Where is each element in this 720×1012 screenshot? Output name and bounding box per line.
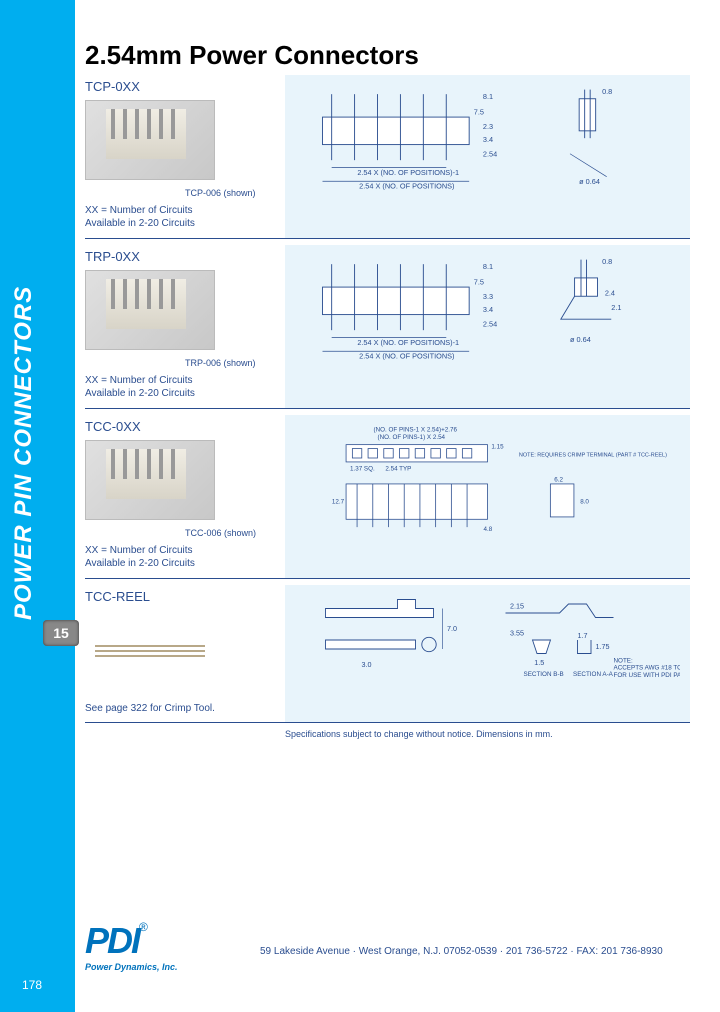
svg-text:2.54 TYP: 2.54 TYP [385, 466, 411, 473]
svg-text:3.4: 3.4 [483, 135, 493, 144]
svg-text:(NO. OF PINS-1 X 2.54)+2.76: (NO. OF PINS-1 X 2.54)+2.76 [374, 426, 458, 433]
product-photo [85, 100, 215, 180]
spec-footnote: Specifications subject to change without… [285, 729, 690, 739]
svg-text:8.0: 8.0 [580, 499, 589, 506]
circuits-note: XX = Number of Circuits Available in 2-2… [85, 204, 277, 230]
product-photo [85, 270, 215, 350]
svg-text:8.1: 8.1 [483, 92, 493, 101]
part-number: TCC-REEL [85, 589, 277, 604]
svg-text:6.2: 6.2 [554, 477, 563, 484]
svg-text:2.1: 2.1 [611, 303, 621, 312]
svg-text:SECTION A-A: SECTION A-A [573, 671, 614, 678]
svg-text:2.54 X (NO. OF POSITIONS): 2.54 X (NO. OF POSITIONS) [359, 352, 454, 361]
product-row: TCP-0XX TCP-006 (shown) XX = Number of C… [85, 75, 690, 239]
product-photo [85, 440, 215, 520]
svg-text:8.1: 8.1 [483, 262, 493, 271]
section-badge: 15 [43, 620, 79, 646]
product-row: TCC-REEL See page 322 for Crimp Tool. 7.… [85, 585, 690, 723]
tech-diagram: 7.0 3.0 2.15 3.55 1.5 SECTION B-B 1.7 1.… [295, 595, 680, 685]
photo-caption: TCC-006 (shown) [185, 528, 277, 538]
svg-text:1.37 SQ.: 1.37 SQ. [350, 466, 375, 473]
logo-area: PDI® Power Dynamics, Inc. [85, 920, 178, 972]
svg-text:ø 0.64: ø 0.64 [579, 177, 600, 186]
tech-diagram: (NO. OF PINS-1 X 2.54)+2.76 (NO. OF PINS… [295, 425, 680, 535]
svg-text:SECTION B-B: SECTION B-B [524, 671, 564, 678]
svg-text:12.7: 12.7 [332, 499, 345, 506]
product-row: TRP-0XX TRP-006 (shown) XX = Number of C… [85, 245, 690, 409]
diagram-area: 2.54 X (NO. OF POSITIONS)-1 2.54 X (NO. … [285, 245, 690, 408]
sidebar: POWER PIN CONNECTORS 178 [0, 0, 75, 1012]
page-number: 178 [22, 978, 42, 992]
circuits-note: XX = Number of Circuits Available in 2-2… [85, 544, 277, 570]
logo-reg: ® [139, 920, 148, 934]
circuits-note: XX = Number of Circuits Available in 2-2… [85, 374, 277, 400]
svg-text:7.0: 7.0 [447, 624, 457, 633]
svg-text:3.55: 3.55 [510, 629, 524, 638]
svg-text:1.7: 1.7 [578, 631, 588, 640]
svg-text:ø 0.64: ø 0.64 [570, 335, 591, 344]
svg-text:2.3: 2.3 [483, 122, 493, 131]
svg-text:NOTE:: NOTE: [614, 658, 633, 665]
svg-text:4.8: 4.8 [484, 526, 493, 533]
svg-text:1.75: 1.75 [596, 642, 610, 651]
photo-caption: TCP-006 (shown) [185, 188, 277, 198]
svg-text:2.54 X (NO. OF POSITIONS)-1: 2.54 X (NO. OF POSITIONS)-1 [357, 168, 459, 177]
svg-text:FOR USE WITH PDI PART # TCC-0X: FOR USE WITH PDI PART # TCC-0XX [614, 672, 681, 679]
svg-text:1.5: 1.5 [534, 658, 544, 667]
svg-text:2.54: 2.54 [483, 320, 497, 329]
product-photo [85, 610, 215, 690]
crimp-note: See page 322 for Crimp Tool. [85, 703, 277, 714]
svg-text:ACCEPTS AWG #18 TO AWG #24 WIR: ACCEPTS AWG #18 TO AWG #24 WIRE [614, 665, 681, 672]
part-number: TCP-0XX [85, 79, 277, 94]
svg-text:2.4: 2.4 [605, 288, 615, 297]
diagram-area: 7.0 3.0 2.15 3.55 1.5 SECTION B-B 1.7 1.… [285, 585, 690, 722]
logo-text: PDI [85, 920, 139, 961]
product-left: TCC-0XX TCC-006 (shown) XX = Number of C… [85, 415, 285, 578]
product-left: TCP-0XX TCP-006 (shown) XX = Number of C… [85, 75, 285, 238]
logo-subtitle: Power Dynamics, Inc. [85, 962, 178, 972]
svg-text:(NO. OF PINS-1) X 2.54: (NO. OF PINS-1) X 2.54 [378, 434, 446, 441]
svg-text:2.54: 2.54 [483, 150, 497, 159]
svg-text:2.54 X (NO. OF POSITIONS): 2.54 X (NO. OF POSITIONS) [359, 182, 454, 191]
svg-text:2.54 X (NO. OF POSITIONS)-1: 2.54 X (NO. OF POSITIONS)-1 [357, 338, 459, 347]
company-address: 59 Lakeside Avenue · West Orange, N.J. 0… [260, 946, 663, 957]
content-area: 2.54mm Power Connectors TCP-0XX TCP-006 … [85, 40, 690, 739]
svg-text:2.15: 2.15 [510, 602, 524, 611]
diagram-area: 2.54 X (NO. OF POSITIONS)-1 2.54 X (NO. … [285, 75, 690, 238]
tech-diagram: 2.54 X (NO. OF POSITIONS)-1 2.54 X (NO. … [295, 255, 680, 365]
svg-text:7.5: 7.5 [474, 277, 484, 286]
tech-diagram: 2.54 X (NO. OF POSITIONS)-1 2.54 X (NO. … [295, 85, 680, 195]
part-number: TRP-0XX [85, 249, 277, 264]
svg-text:3.4: 3.4 [483, 305, 493, 314]
product-left: TRP-0XX TRP-006 (shown) XX = Number of C… [85, 245, 285, 408]
page-title: 2.54mm Power Connectors [85, 40, 690, 71]
diagram-area: (NO. OF PINS-1 X 2.54)+2.76 (NO. OF PINS… [285, 415, 690, 578]
product-left: TCC-REEL See page 322 for Crimp Tool. [85, 585, 285, 722]
svg-text:NOTE: REQUIRES CRIMP TERMINAL: NOTE: REQUIRES CRIMP TERMINAL (PART # TC… [519, 452, 667, 458]
svg-text:0.8: 0.8 [602, 257, 612, 266]
product-row: TCC-0XX TCC-006 (shown) XX = Number of C… [85, 415, 690, 579]
svg-text:1.15: 1.15 [491, 444, 504, 451]
svg-text:3.0: 3.0 [362, 660, 372, 669]
svg-text:0.8: 0.8 [602, 87, 612, 96]
sidebar-title: POWER PIN CONNECTORS [10, 286, 38, 620]
svg-text:7.5: 7.5 [474, 107, 484, 116]
photo-caption: TRP-006 (shown) [185, 358, 277, 368]
svg-text:3.3: 3.3 [483, 292, 493, 301]
part-number: TCC-0XX [85, 419, 277, 434]
